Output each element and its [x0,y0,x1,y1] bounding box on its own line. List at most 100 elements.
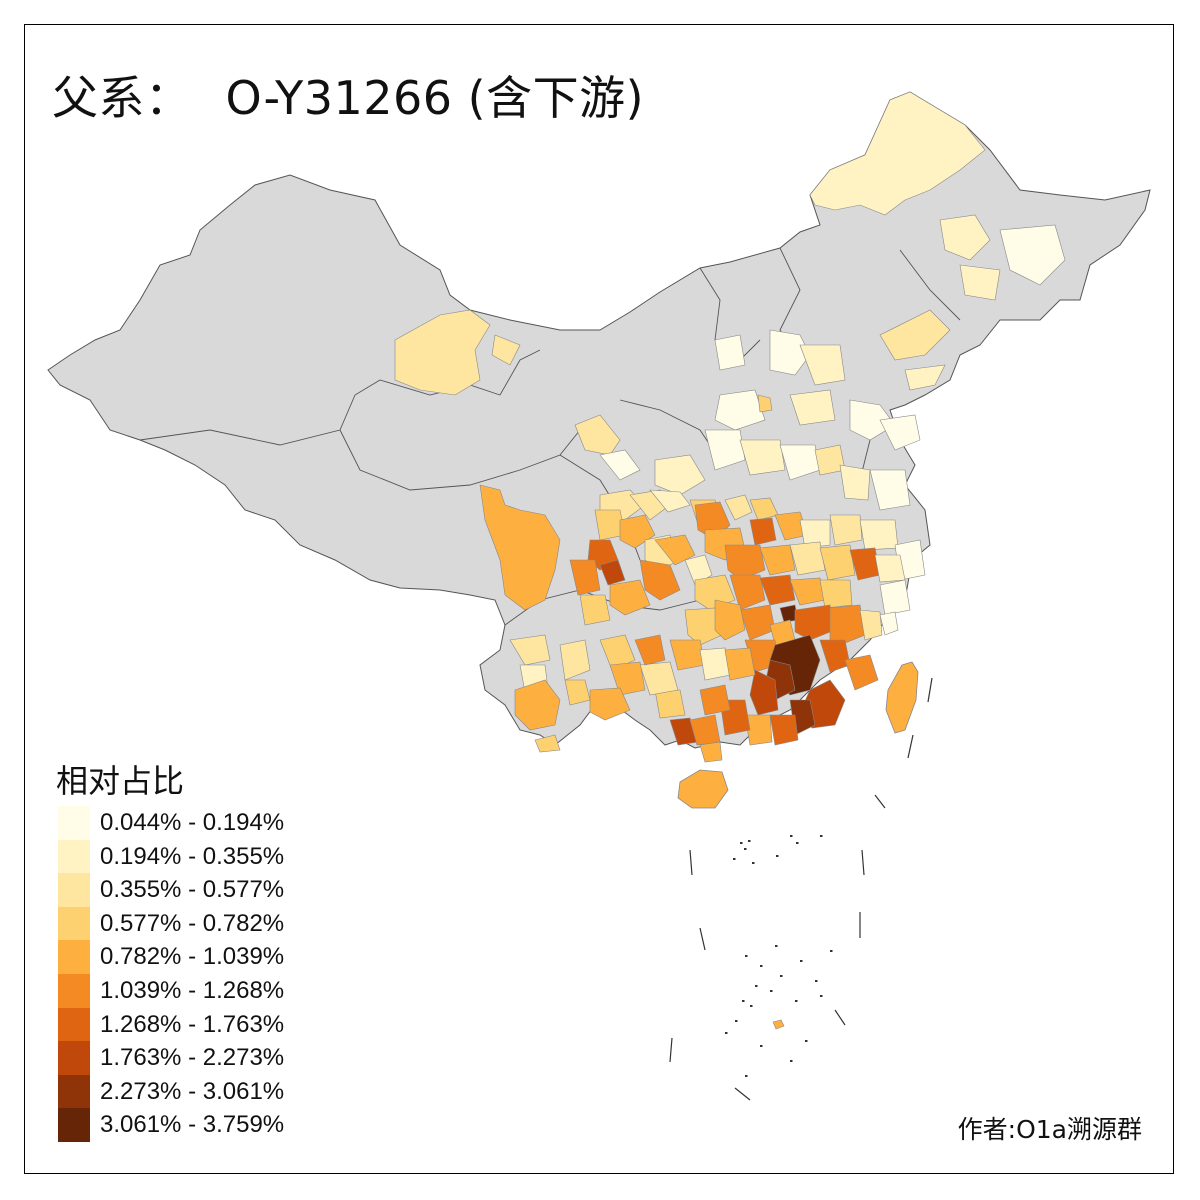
map-region [859,519,899,551]
legend-label: 0.355% - 0.577% [100,876,285,904]
legend-swatch [58,974,90,1008]
legend-swatch [58,940,90,975]
legend-label: 0.194% - 0.355% [100,842,285,870]
map-region [509,634,551,666]
map-region [759,574,796,606]
islet [805,1040,808,1042]
title-prefix: 父系： [52,71,192,125]
taiwan-region [885,661,919,734]
map-region [739,439,786,476]
legend-swatch [58,1074,90,1109]
islet [745,955,748,957]
map-title: 父系： O-Y31266 (含下游) [52,62,644,128]
legend-label: 0.044% - 0.194% [100,809,285,836]
islet [830,950,833,952]
islet [745,1075,748,1077]
map-region [534,734,561,753]
islet [820,995,823,997]
hainan-region [677,769,729,809]
map-region [769,329,811,376]
map-region [714,334,746,371]
map-region [869,469,911,511]
islet [770,990,773,992]
map-region [654,454,706,496]
map-region [699,684,731,716]
islet [800,960,803,962]
map-region [599,559,626,586]
map-region [879,579,911,616]
map-region [999,224,1066,286]
map-region [879,309,951,361]
map-region [559,639,591,681]
map-region [744,714,773,746]
legend-item: 0.782% - 1.039% [58,940,338,975]
nine-dash-line [669,677,933,1101]
legend-label: 3.061% - 3.759% [100,1111,285,1139]
map-region [684,554,713,586]
map-region [939,214,991,261]
sea-islands [725,835,833,1077]
map-region [789,541,826,576]
legend-swatch [58,806,90,840]
islet [776,855,779,857]
map-region [609,661,646,696]
map-region [874,554,906,583]
map-region [959,264,1001,301]
map-region [829,604,866,646]
map-region [829,514,863,546]
legend-item: 1.763% - 2.273% [58,1041,338,1076]
legend-label: 1.763% - 2.273% [100,1044,285,1072]
map-region [879,611,899,636]
islet [740,842,743,844]
legend-item: 3.061% - 3.759% [58,1108,338,1143]
islet [775,945,778,947]
legend-item: 2.273% - 3.061% [58,1074,338,1109]
map-region [789,389,836,426]
legend-swatch [58,1007,90,1042]
map-region [729,574,766,611]
map-region [394,309,491,396]
islet [760,1045,763,1047]
colored-regions [394,91,1066,763]
map-region [839,464,871,501]
islet [725,1032,728,1034]
islet [820,835,823,837]
map-region [569,559,601,596]
map-region [639,661,679,696]
islet [755,985,758,987]
map-region [859,609,883,641]
map-region [704,429,746,471]
legend-swatch [58,873,90,908]
map-region [849,399,896,441]
legend-swatch [58,839,90,874]
map-region [749,517,777,546]
islet [744,848,747,850]
map-region [819,579,853,609]
legend-swatch [58,1041,90,1076]
legend-label: 1.268% - 1.763% [100,1010,285,1038]
islands-region [772,1019,785,1030]
map-region [479,484,561,611]
islet [796,842,799,844]
map-region [799,519,831,549]
legend-label: 2.273% - 3.061% [100,1077,285,1105]
map-region [757,394,773,413]
map-region [714,389,766,431]
map-region [634,634,666,666]
map-region [844,654,879,691]
legend-item: 0.044% - 0.194% [58,806,338,840]
map-region [599,449,641,481]
map-region [579,594,611,626]
map-region [759,544,796,576]
legend-item: 0.355% - 0.577% [58,873,338,908]
islet [752,862,755,864]
map-region [724,494,753,521]
legend-item: 0.577% - 0.782% [58,906,338,941]
map-region [654,534,696,566]
islet [733,858,736,860]
map-region [649,489,691,513]
map-region [574,414,621,456]
islet [790,1060,793,1062]
islet [815,980,818,982]
